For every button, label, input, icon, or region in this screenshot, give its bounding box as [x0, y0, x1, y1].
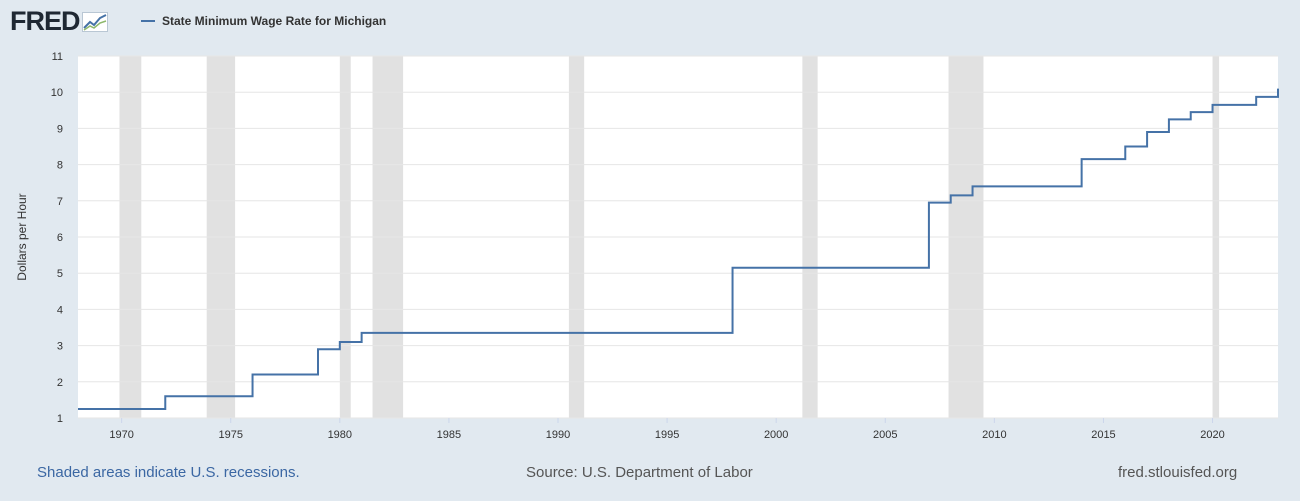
y-tick-label-9: 9: [57, 123, 63, 135]
chart-footer: Shaded areas indicate U.S. recessions. S…: [0, 462, 1300, 486]
source-note: Source: U.S. Department of Labor: [526, 464, 753, 481]
x-tick-label-2010: 2010: [982, 429, 1006, 441]
y-tick-label-11: 11: [52, 51, 63, 63]
legend-swatch: [141, 20, 155, 22]
x-tick-label-1995: 1995: [655, 429, 679, 441]
y-tick-label-8: 8: [57, 160, 63, 172]
fred-logo[interactable]: FRED: [10, 6, 108, 36]
y-tick-label-3: 3: [57, 341, 63, 353]
site-link[interactable]: fred.stlouisfed.org: [1118, 464, 1238, 481]
x-tick-label-2020: 2020: [1200, 429, 1224, 441]
chart-header: FRED State Minimum Wage Rate for Michiga…: [0, 0, 1300, 46]
series-line-0: [78, 88, 1279, 410]
grid-lines: [78, 55, 1278, 419]
x-axis-ticks: 1970 1975 1980 1985 1990 1995 2000 2005 2010 2015…: [109, 418, 1225, 441]
series-layer: [78, 88, 1279, 410]
y-axis-label: Dollars per Hour: [15, 193, 29, 280]
x-tick-label-1975: 1975: [218, 429, 242, 441]
y-tick-label-10: 10: [51, 87, 63, 99]
logo-text: FRED: [10, 6, 80, 36]
y-tick-label-5: 5: [57, 268, 63, 280]
x-tick-label-1970: 1970: [109, 429, 133, 441]
x-tick-label-2015: 2015: [1091, 429, 1115, 441]
legend: State Minimum Wage Rate for Michigan: [141, 14, 386, 28]
chart-area: 1 2 3 4 5 6 7 8 9 10 11 1970 1975 1980 1985 1990 1995 20…: [15, 51, 1279, 441]
y-axis-ticks: 1 2 3 4 5 6 7 8 9 10 11: [51, 51, 63, 425]
y-tick-label-4: 4: [57, 304, 63, 316]
x-tick-label-1980: 1980: [328, 429, 352, 441]
trend-line-icon: [81, 12, 108, 32]
legend-label: State Minimum Wage Rate for Michigan: [162, 14, 387, 28]
x-tick-label-1985: 1985: [437, 429, 461, 441]
recession-note: Shaded areas indicate U.S. recessions.: [37, 464, 300, 481]
y-tick-label-7: 7: [57, 196, 63, 208]
x-tick-label-2005: 2005: [873, 429, 897, 441]
y-tick-label-2: 2: [57, 377, 63, 389]
y-tick-label-6: 6: [57, 232, 63, 244]
x-tick-label-1990: 1990: [546, 429, 570, 441]
x-tick-label-2000: 2000: [764, 429, 788, 441]
y-tick-label-1: 1: [57, 413, 63, 425]
